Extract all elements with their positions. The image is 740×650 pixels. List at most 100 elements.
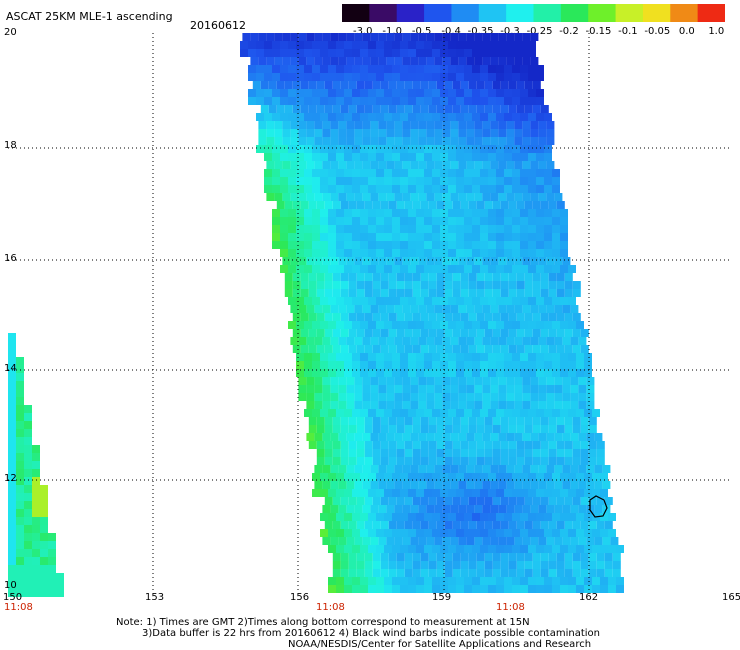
swath-cell bbox=[592, 577, 600, 585]
swath-cell bbox=[304, 225, 312, 233]
swath-cell bbox=[504, 321, 512, 329]
swath-cell bbox=[536, 73, 544, 81]
swath-cell bbox=[482, 377, 491, 385]
swath-cell bbox=[352, 169, 360, 177]
swath-cell bbox=[426, 137, 435, 145]
swath-cell bbox=[330, 161, 339, 169]
swath-cell bbox=[24, 477, 32, 485]
swath-cell bbox=[568, 489, 576, 497]
swath-cell bbox=[400, 41, 408, 49]
swath-cell bbox=[468, 105, 477, 113]
swath-cell bbox=[466, 337, 475, 345]
swath-cell bbox=[304, 89, 312, 97]
swath-cell bbox=[524, 273, 533, 281]
swath-cell bbox=[312, 89, 320, 97]
swath-cell bbox=[488, 233, 496, 241]
swath-cell bbox=[324, 441, 333, 449]
swath-cell bbox=[500, 273, 509, 281]
swath-cell bbox=[376, 225, 384, 233]
swath-cell bbox=[532, 425, 541, 433]
swath-cell bbox=[32, 557, 40, 565]
swath-cell bbox=[492, 81, 501, 89]
swath-cell bbox=[352, 577, 360, 585]
swath-cell bbox=[432, 513, 440, 521]
swath-cell bbox=[242, 33, 251, 41]
swath-cell bbox=[290, 337, 299, 345]
swath-cell bbox=[444, 273, 453, 281]
swath-cell bbox=[490, 57, 499, 65]
swath-cell bbox=[392, 361, 400, 369]
swath-cell bbox=[424, 577, 432, 585]
swath-cell bbox=[322, 505, 331, 513]
swath-cell bbox=[500, 201, 509, 209]
swath-cell bbox=[24, 541, 32, 549]
swath-cell bbox=[514, 33, 523, 41]
swath-cell bbox=[464, 225, 472, 233]
swath-cell bbox=[402, 193, 411, 201]
swath-cell bbox=[418, 385, 427, 393]
swath-cell bbox=[570, 305, 579, 313]
swath-cell bbox=[384, 89, 392, 97]
swath-cell bbox=[498, 57, 507, 65]
swath-cell bbox=[464, 409, 472, 417]
swath-cell bbox=[32, 525, 40, 533]
swath-cell bbox=[452, 289, 461, 297]
swath-cell bbox=[412, 569, 421, 577]
swath-cell bbox=[32, 565, 40, 573]
swath-cell bbox=[264, 185, 272, 193]
swath-cell bbox=[528, 473, 536, 481]
swath-cell bbox=[360, 585, 368, 593]
swath-cell bbox=[472, 169, 480, 177]
swath-cell bbox=[404, 521, 413, 529]
swath-cell bbox=[376, 321, 384, 329]
swath-cell bbox=[410, 257, 419, 265]
swath-cell bbox=[560, 577, 568, 585]
swath-cell bbox=[584, 409, 592, 417]
swath-cell bbox=[458, 337, 467, 345]
swath-cell bbox=[496, 353, 504, 361]
swath-cell bbox=[528, 249, 536, 257]
swath-cell bbox=[328, 169, 336, 177]
swath-cell bbox=[508, 289, 517, 297]
swath-cell bbox=[480, 177, 488, 185]
swath-cell bbox=[476, 201, 485, 209]
swath-cell bbox=[356, 561, 365, 569]
swath-cell bbox=[24, 445, 32, 453]
swath-cell bbox=[360, 209, 368, 217]
swath-cell bbox=[368, 577, 376, 585]
swath-cell bbox=[514, 505, 523, 513]
swath-cell bbox=[552, 169, 560, 177]
swath-cell bbox=[328, 89, 336, 97]
swath-cell bbox=[528, 41, 536, 49]
swath-cell bbox=[304, 369, 312, 377]
swath-cell bbox=[376, 153, 384, 161]
swath-cell bbox=[396, 497, 405, 505]
swath-cell bbox=[504, 297, 512, 305]
swath-cell bbox=[464, 249, 472, 257]
swath-cell bbox=[540, 553, 549, 561]
swath-cell bbox=[368, 473, 376, 481]
swath-cell bbox=[458, 385, 467, 393]
swath-cell bbox=[240, 49, 248, 57]
swath-cell bbox=[532, 289, 541, 297]
swath-cell bbox=[514, 57, 523, 65]
color-scale-swatch bbox=[615, 4, 644, 22]
swath-cell bbox=[584, 489, 592, 497]
swath-cell bbox=[538, 305, 547, 313]
swath-cell bbox=[288, 49, 296, 57]
swath-cell bbox=[564, 569, 573, 577]
swath-cell bbox=[528, 233, 536, 241]
swath-cell bbox=[280, 217, 288, 225]
swath-cell bbox=[396, 553, 405, 561]
swath-cell bbox=[292, 81, 301, 89]
swath-cell bbox=[512, 177, 520, 185]
swath-cell bbox=[362, 121, 371, 129]
color-scale-swatch bbox=[588, 4, 617, 22]
swath-cell bbox=[580, 457, 589, 465]
swath-cell bbox=[418, 465, 427, 473]
swath-cell bbox=[560, 321, 568, 329]
swath-cell bbox=[458, 121, 467, 129]
swath-cell bbox=[464, 89, 472, 97]
swath-cell bbox=[556, 289, 565, 297]
swath-cell bbox=[522, 57, 531, 65]
